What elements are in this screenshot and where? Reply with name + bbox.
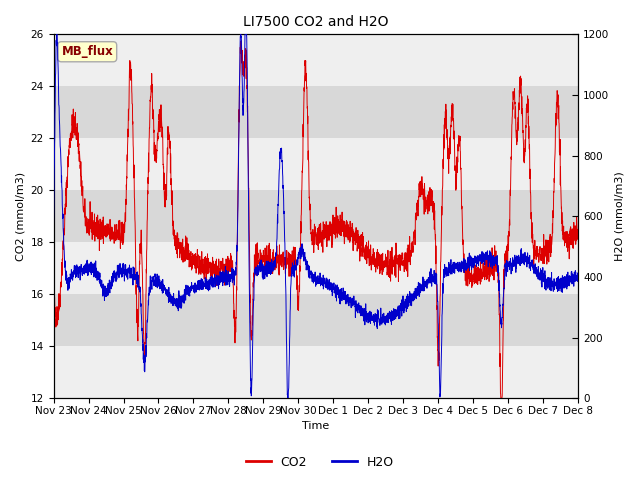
Text: MB_flux: MB_flux [61, 45, 113, 58]
Title: LI7500 CO2 and H2O: LI7500 CO2 and H2O [243, 15, 388, 29]
Bar [54, 346, 579, 398]
Bar [54, 35, 579, 86]
Y-axis label: H2O (mmol/m3): H2O (mmol/m3) [615, 171, 625, 261]
X-axis label: Time: Time [302, 421, 330, 432]
Legend: CO2, H2O: CO2, H2O [241, 451, 399, 474]
Y-axis label: CO2 (mmol/m3): CO2 (mmol/m3) [15, 172, 25, 261]
Bar [54, 138, 579, 190]
Bar [54, 242, 579, 294]
